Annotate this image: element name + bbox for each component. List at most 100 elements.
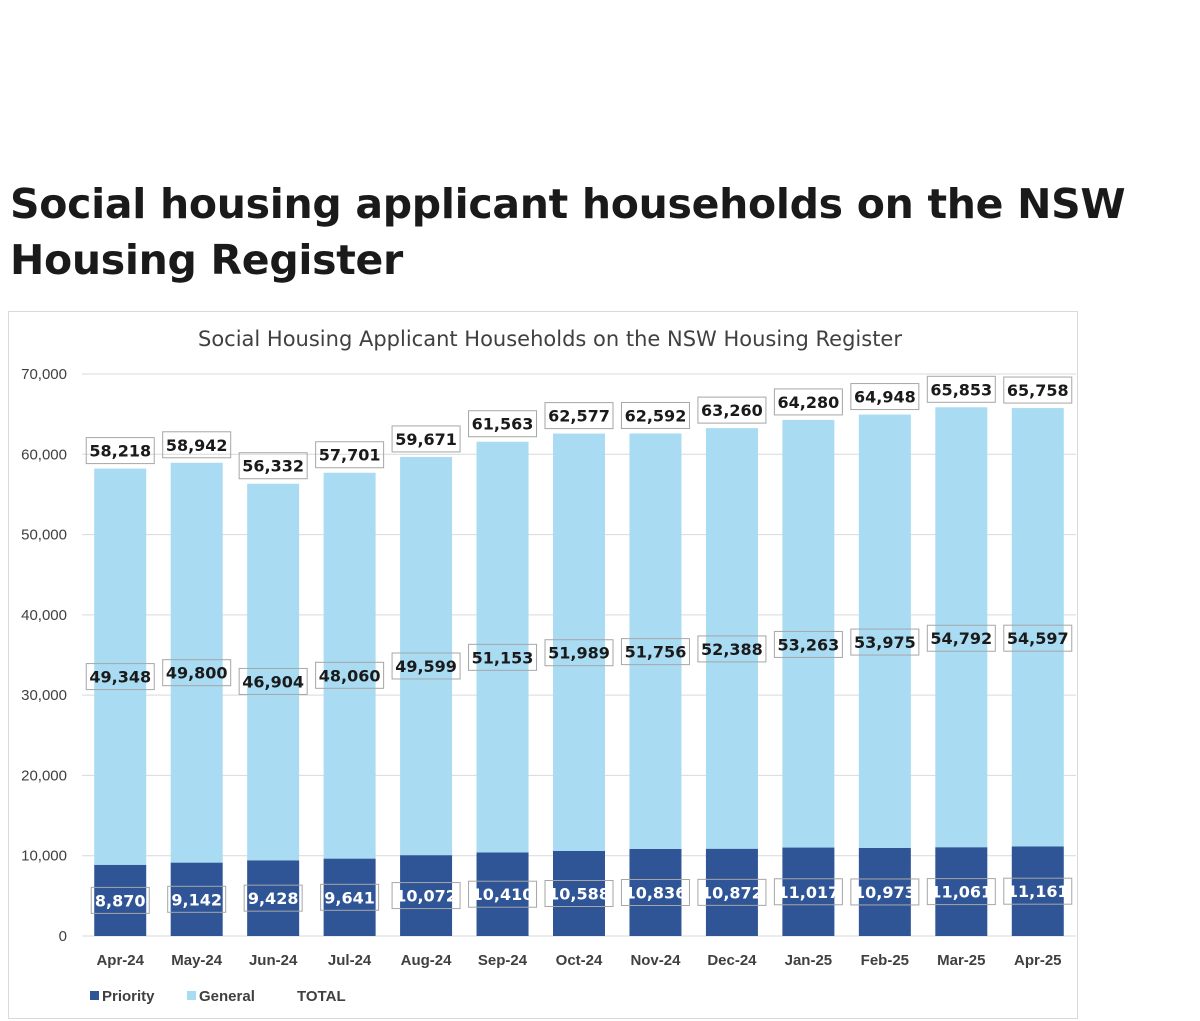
data-label-priority-box bbox=[468, 880, 538, 908]
y-tick-label: 30,000 bbox=[21, 687, 67, 704]
bar-general bbox=[247, 483, 300, 861]
legend-entry: TOTAL bbox=[297, 988, 346, 1005]
data-label-total-box bbox=[926, 375, 996, 403]
legend-entry: General bbox=[199, 988, 255, 1005]
y-tick-label: 70,000 bbox=[21, 366, 67, 383]
data-label-general-box bbox=[162, 659, 232, 687]
x-tick-label: Feb-25 bbox=[861, 952, 909, 969]
x-tick-label: Oct-24 bbox=[556, 952, 603, 969]
bar-priority bbox=[400, 855, 453, 936]
data-label-total: 59,671 bbox=[395, 430, 457, 449]
data-label-priority-box bbox=[620, 879, 690, 907]
data-label-total-box bbox=[1003, 376, 1073, 404]
y-tick-label: 40,000 bbox=[21, 607, 67, 624]
x-tick-label: Aug-24 bbox=[401, 952, 452, 969]
data-label-total: 58,218 bbox=[89, 442, 151, 461]
data-label-priority-box bbox=[320, 883, 380, 911]
bar-general bbox=[858, 414, 911, 848]
data-label-priority: 10,410 bbox=[472, 885, 534, 904]
data-label-priority: 10,836 bbox=[625, 884, 687, 903]
data-label-priority-box bbox=[850, 878, 920, 906]
x-tick-label: Dec-24 bbox=[707, 952, 757, 969]
data-label-total-box bbox=[850, 383, 920, 411]
data-label-total-box bbox=[85, 437, 155, 465]
data-label-general: 53,975 bbox=[854, 633, 916, 652]
data-label-general-box bbox=[926, 624, 996, 652]
data-label-general: 51,756 bbox=[625, 643, 687, 662]
data-label-priority: 8,870 bbox=[95, 891, 146, 910]
bar-priority bbox=[1011, 846, 1064, 936]
data-label-general-box bbox=[1003, 624, 1073, 652]
legend: Priority General TOTAL bbox=[90, 988, 346, 1005]
data-label-total: 56,332 bbox=[242, 457, 304, 476]
data-label-priority-box bbox=[167, 885, 227, 913]
bar-priority bbox=[94, 864, 147, 936]
data-label-general: 48,060 bbox=[319, 666, 381, 685]
bars bbox=[94, 407, 1064, 936]
data-label-total-box bbox=[238, 452, 308, 480]
data-label-general: 51,153 bbox=[472, 648, 534, 667]
data-label-general-box bbox=[315, 661, 385, 689]
bar-general bbox=[553, 433, 605, 851]
legend-swatch bbox=[187, 991, 196, 1000]
bar-priority bbox=[705, 848, 758, 936]
bar-general bbox=[629, 433, 682, 850]
data-label-priority: 10,973 bbox=[854, 883, 916, 902]
data-label-total-box bbox=[162, 431, 232, 459]
data-label-total-box bbox=[697, 396, 767, 424]
bar-general bbox=[476, 441, 529, 853]
data-label-priority-box bbox=[243, 884, 303, 912]
data-label-general-box bbox=[697, 635, 767, 663]
data-label-general-box bbox=[773, 630, 843, 658]
data-label-priority: 11,017 bbox=[778, 883, 840, 902]
data-label-priority-box bbox=[926, 878, 996, 906]
data-label-total-box bbox=[620, 401, 690, 429]
data-label-priority-box bbox=[544, 879, 614, 907]
data-label-general-box bbox=[238, 667, 308, 695]
data-label-total-box bbox=[544, 402, 614, 430]
data-label-priority: 10,072 bbox=[395, 887, 457, 906]
data-label-general-box bbox=[544, 639, 614, 667]
bar-priority bbox=[553, 850, 605, 936]
data-label-total: 63,260 bbox=[701, 401, 763, 420]
data-label-general-box bbox=[850, 628, 920, 656]
data-label-total: 65,853 bbox=[930, 380, 992, 399]
data-label-general: 52,388 bbox=[701, 640, 763, 659]
legend-swatch bbox=[90, 991, 99, 1000]
page-heading: Social housing applicant households on t… bbox=[10, 180, 1126, 284]
data-label-general: 53,263 bbox=[778, 635, 840, 654]
bar-priority bbox=[323, 858, 376, 936]
y-axis-ticks: 0 10,000 20,000 30,000 40,000 50,000 60,000 70,… bbox=[21, 366, 67, 945]
data-label-priority-box bbox=[391, 882, 461, 910]
data-label-general-box bbox=[85, 663, 155, 691]
bar-general bbox=[94, 468, 147, 865]
bar-general bbox=[705, 428, 758, 849]
data-label-general: 49,599 bbox=[395, 657, 457, 676]
x-tick-label: May-24 bbox=[171, 952, 223, 969]
data-label-general: 46,904 bbox=[242, 672, 304, 691]
bar-general bbox=[400, 456, 453, 856]
data-label-total: 65,758 bbox=[1007, 381, 1069, 400]
x-tick-label: Sep-24 bbox=[478, 952, 528, 969]
data-label-priority: 10,872 bbox=[701, 883, 763, 902]
bar-general bbox=[1011, 408, 1064, 847]
y-tick-label: 50,000 bbox=[21, 527, 67, 544]
data-label-total: 62,577 bbox=[548, 407, 610, 426]
data-label-priority: 9,428 bbox=[248, 889, 299, 908]
bar-general bbox=[935, 407, 988, 848]
data-label-general: 49,348 bbox=[89, 668, 151, 687]
y-tick-label: 60,000 bbox=[21, 446, 67, 463]
bar-priority bbox=[170, 862, 223, 936]
data-label-total-box bbox=[315, 441, 385, 469]
y-tick-label: 10,000 bbox=[21, 848, 67, 865]
x-tick-label: Jan-25 bbox=[785, 952, 833, 969]
x-tick-label: Apr-24 bbox=[96, 952, 144, 969]
bar-priority bbox=[782, 847, 835, 936]
data-label-total: 61,563 bbox=[472, 415, 534, 434]
y-tick-label: 20,000 bbox=[21, 767, 67, 784]
y-tick-label: 0 bbox=[59, 928, 67, 945]
data-label-total: 64,948 bbox=[854, 388, 916, 407]
x-tick-label: Jul-24 bbox=[328, 952, 372, 969]
data-label-total-box bbox=[391, 425, 461, 453]
